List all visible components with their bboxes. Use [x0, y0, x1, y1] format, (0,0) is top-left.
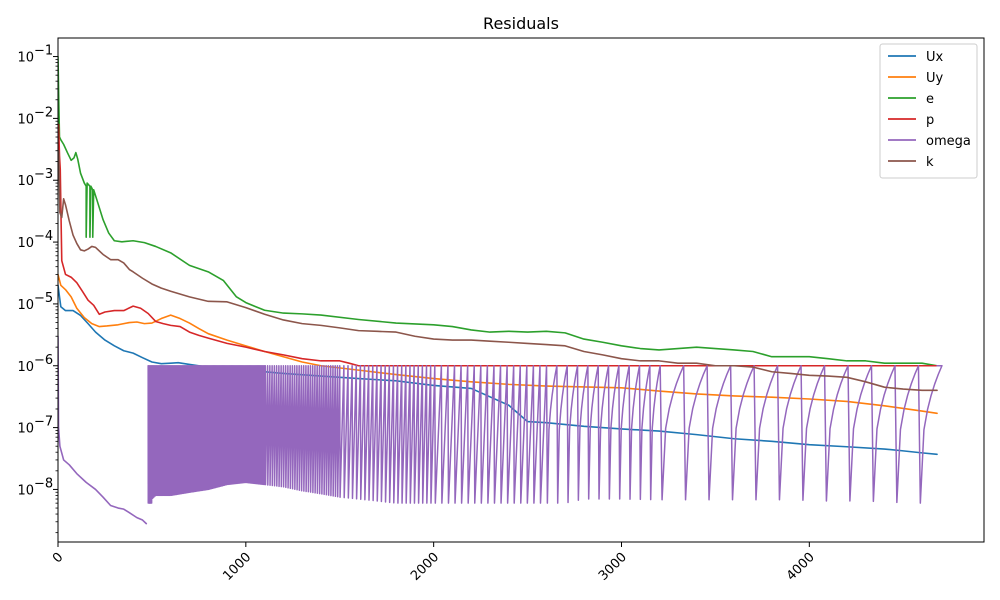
- series-line-e: [58, 55, 938, 367]
- y-tick-label-exponent: −7: [34, 415, 53, 430]
- y-tick-label-exponent: −6: [34, 353, 53, 368]
- legend-label: k: [926, 155, 934, 170]
- y-tick-label: 10 −8: [17, 476, 53, 498]
- legend-label: Ux: [926, 50, 944, 65]
- y-tick-label: 10 −7: [17, 415, 53, 437]
- y-tick-label: 10 −3: [17, 167, 53, 189]
- chart-title: Residuals: [483, 14, 559, 33]
- y-tick-label: 10 −1: [17, 44, 53, 66]
- y-tick-label: 10 −5: [17, 291, 53, 313]
- y-tick-label-exponent: −8: [34, 476, 53, 491]
- legend: Ux Uy ep omega k: [879, 43, 978, 179]
- legend-entry-omega: omega: [888, 134, 971, 149]
- y-tick-label-base: 10: [17, 422, 34, 437]
- legend-label: omega: [926, 134, 971, 149]
- series-line-k: [58, 149, 938, 392]
- y-tick-label-exponent: −1: [34, 44, 53, 59]
- legend-label: p: [926, 113, 934, 128]
- y-tick-label-exponent: −5: [34, 291, 53, 306]
- y-tick-label-base: 10: [17, 298, 34, 313]
- y-tick-label: 10 −6: [17, 353, 53, 375]
- omega-start-line: [58, 335, 148, 525]
- legend-entry-ux: Ux: [888, 50, 944, 65]
- legend-label: e: [926, 92, 934, 107]
- omega-oscillation-line: [147, 365, 943, 504]
- legend-entry-e: e: [888, 92, 934, 107]
- series-layer: [58, 55, 943, 525]
- y-tick-label: 10 −2: [17, 105, 53, 127]
- y-tick-label-exponent: −3: [34, 167, 53, 182]
- legend-entry-k: k: [888, 155, 934, 170]
- y-tick-label-exponent: −4: [34, 229, 53, 244]
- y-tick-label: 10 −4: [17, 229, 53, 251]
- legend-label: Uy: [926, 71, 944, 86]
- y-tick-label-base: 10: [17, 112, 34, 127]
- y-tick-label-base: 10: [17, 360, 34, 375]
- series-line-p: [58, 123, 938, 367]
- legend-entry-uy: Uy: [888, 71, 944, 86]
- y-tick-label-base: 10: [17, 174, 34, 189]
- legend-entry-p: p: [888, 113, 934, 128]
- y-tick-label-base: 10: [17, 236, 34, 251]
- series-line-omega: [58, 335, 943, 525]
- y-tick-label-base: 10: [17, 483, 34, 498]
- plot-frame: [57, 37, 985, 543]
- y-tick-label-base: 10: [17, 51, 34, 66]
- y-tick-label-exponent: −2: [34, 105, 53, 120]
